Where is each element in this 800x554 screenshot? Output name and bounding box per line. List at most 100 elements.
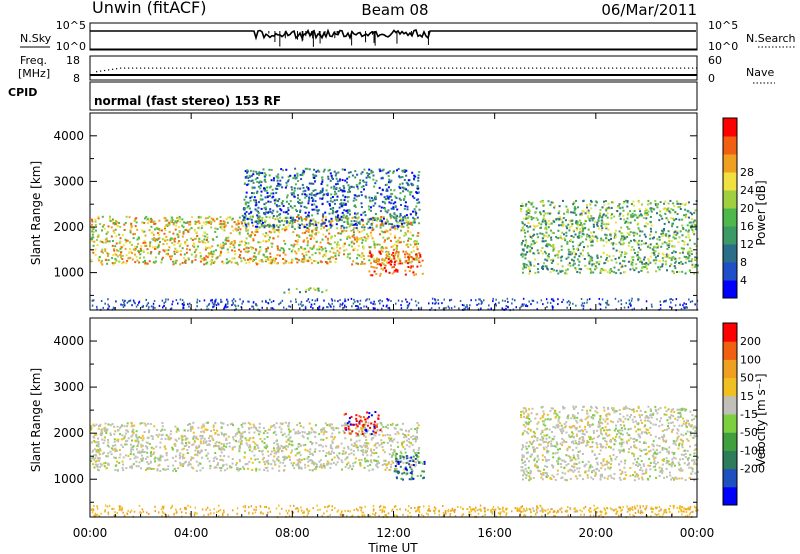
heatmap-cell xyxy=(132,463,135,466)
heatmap-cell xyxy=(285,221,288,224)
heatmap-cell xyxy=(689,247,692,250)
heatmap-cell xyxy=(253,196,256,199)
heatmap-cell xyxy=(128,216,131,219)
heatmap-cell xyxy=(371,229,374,232)
heatmap-cell xyxy=(113,232,116,234)
heatmap-cell xyxy=(114,245,117,248)
heatmap-cell xyxy=(374,243,377,246)
heatmap-cell xyxy=(244,212,247,215)
heatmap-cell xyxy=(245,229,248,232)
heatmap-cell xyxy=(303,205,306,208)
heatmap-cell xyxy=(316,299,319,302)
heatmap-cell xyxy=(284,186,287,189)
heatmap-cell xyxy=(204,241,207,244)
heatmap-cell xyxy=(263,226,266,229)
heatmap-cell xyxy=(387,209,390,212)
heatmap-cell xyxy=(244,259,247,262)
heatmap-cell xyxy=(583,302,586,305)
heatmap-cell xyxy=(221,300,223,303)
heatmap-cell xyxy=(287,288,290,291)
heatmap-cell xyxy=(109,434,112,436)
heatmap-cell xyxy=(249,444,251,447)
heatmap-cell xyxy=(329,172,332,175)
heatmap-cell xyxy=(97,234,100,237)
heatmap-cell xyxy=(520,229,523,232)
heatmap-cell xyxy=(437,299,439,301)
heatmap-cell xyxy=(111,244,114,247)
heatmap-cell xyxy=(288,421,291,424)
heatmap-cell xyxy=(673,205,676,207)
heatmap-cell xyxy=(350,220,353,223)
heatmap-cell xyxy=(93,448,96,451)
heatmap-cell xyxy=(390,179,393,182)
heatmap-cell xyxy=(310,427,313,430)
heatmap-cell xyxy=(638,246,640,249)
heatmap-cell xyxy=(174,460,177,463)
heatmap-cell xyxy=(309,222,312,225)
heatmap-cell xyxy=(241,426,244,429)
heatmap-cell xyxy=(231,422,234,425)
heatmap-cell xyxy=(152,302,155,305)
heatmap-cell xyxy=(282,251,285,254)
heatmap-cell xyxy=(384,207,386,210)
heatmap-cell xyxy=(295,177,298,180)
heatmap-cell xyxy=(547,243,550,246)
heatmap-cell xyxy=(151,221,154,223)
heatmap-cell xyxy=(541,232,544,235)
heatmap-cell xyxy=(415,205,418,208)
heatmap-cell xyxy=(373,266,376,269)
heatmap-cell xyxy=(416,216,419,219)
heatmap-cell xyxy=(412,246,415,249)
heatmap-cell xyxy=(526,209,528,212)
heatmap-cell xyxy=(616,210,619,212)
heatmap-cell xyxy=(464,308,467,311)
heatmap-cell xyxy=(163,301,165,304)
heatmap-cell xyxy=(284,253,287,256)
heatmap-cell xyxy=(299,209,302,212)
heatmap-cell xyxy=(186,239,188,241)
heatmap-cell xyxy=(551,231,554,234)
heatmap-cell xyxy=(532,239,535,242)
heatmap-cell xyxy=(125,239,128,242)
heatmap-cell xyxy=(263,172,266,175)
heatmap-cell xyxy=(401,186,404,189)
heatmap-cell xyxy=(379,302,381,305)
heatmap-cell xyxy=(282,227,285,230)
heatmap-cell xyxy=(601,220,604,223)
heatmap-cell xyxy=(296,459,299,462)
heatmap-cell xyxy=(290,250,293,253)
heatmap-cell xyxy=(322,463,325,465)
heatmap-cell xyxy=(394,427,397,430)
heatmap-cell xyxy=(565,225,568,228)
heatmap-cell xyxy=(206,444,209,446)
heatmap-cell xyxy=(381,258,384,261)
heatmap-cell xyxy=(366,233,369,236)
heatmap-cell xyxy=(278,184,281,187)
heatmap-cell xyxy=(347,447,350,450)
heatmap-cell xyxy=(630,203,633,206)
heatmap-cell xyxy=(420,308,422,311)
heatmap-cell xyxy=(297,432,300,435)
heatmap-cell xyxy=(360,172,363,175)
heatmap-cell xyxy=(437,302,440,305)
heatmap-cell xyxy=(610,201,613,204)
heatmap-cell xyxy=(196,235,199,237)
heatmap-cell xyxy=(289,216,292,219)
heatmap-cell xyxy=(373,185,376,188)
heatmap-cell xyxy=(526,245,529,247)
heatmap-cell xyxy=(311,253,314,256)
heatmap-cell xyxy=(226,261,229,264)
heatmap-cell xyxy=(339,303,342,306)
heatmap-cell xyxy=(411,171,414,174)
heatmap-cell xyxy=(395,248,398,251)
heatmap-cell xyxy=(380,206,383,209)
heatmap-cell xyxy=(344,216,347,219)
heatmap-cell xyxy=(326,192,329,195)
heatmap-cell xyxy=(277,226,280,229)
heatmap-cell xyxy=(384,239,387,242)
heatmap-cell xyxy=(615,229,617,232)
heatmap-cell xyxy=(356,238,359,241)
heatmap-cell xyxy=(143,230,146,233)
heatmap-cell xyxy=(102,241,105,244)
heatmap-cell xyxy=(374,213,377,215)
